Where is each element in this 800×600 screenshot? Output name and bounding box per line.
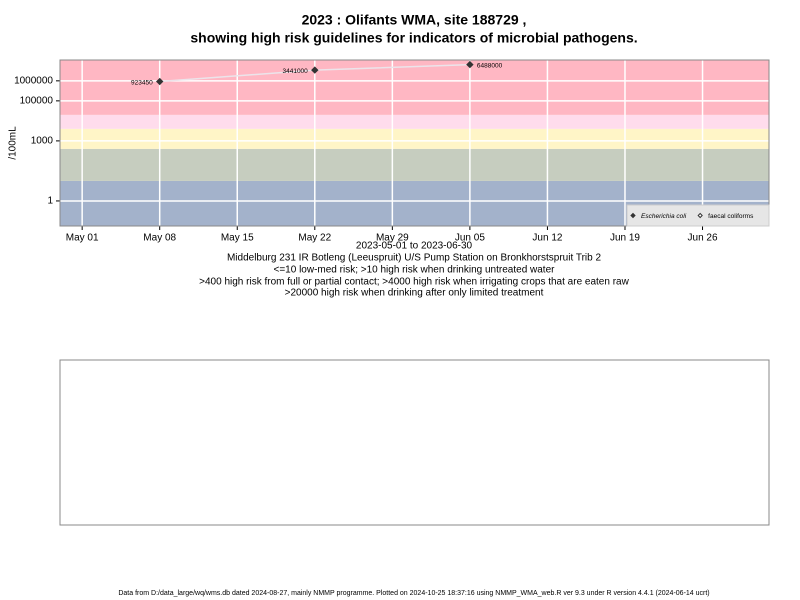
y-tick-label: 100000 <box>20 96 54 107</box>
x-tick-label: May 15 <box>221 233 254 244</box>
x-axis-label: 2023-05-01 to 2023-06-30 <box>356 241 473 252</box>
x-tick-label: May 08 <box>143 233 176 244</box>
y-tick-label: 1 <box>47 196 53 207</box>
risk-band <box>60 148 769 181</box>
x-tick-label: Jun 26 <box>688 233 718 244</box>
risk-band <box>60 60 769 115</box>
note: >400 high risk from full or partial cont… <box>199 277 629 288</box>
note: <=10 low-med risk; >10 high risk when dr… <box>274 265 556 276</box>
plot-frame <box>59 59 770 227</box>
risk-band <box>60 128 769 149</box>
data-label: 923450 <box>131 79 153 86</box>
legend-marker <box>630 212 636 219</box>
x-tick-label: Jun 05 <box>455 233 485 244</box>
legend-label: faecal coliforms <box>708 213 754 220</box>
chart-subtitle: showing high risk guidelines for indicat… <box>190 30 637 46</box>
note: Middelburg 231 IR Botleng (Leeuspruit) U… <box>227 253 602 264</box>
y-axis-label: /100mL <box>8 126 19 160</box>
y-tick-label: 1000 <box>31 136 54 147</box>
x-tick-label: Jun 19 <box>610 233 640 244</box>
footer: Data from D:/data_large/wq/wms.db dated … <box>118 590 709 597</box>
y-tick-label: 1000000 <box>14 75 53 86</box>
data-label: 6488000 <box>477 62 503 69</box>
empty-panel <box>59 359 770 526</box>
x-tick-label: May 29 <box>376 233 409 244</box>
data-point <box>155 77 164 86</box>
x-tick-label: Jun 12 <box>532 233 562 244</box>
risk-band <box>60 114 769 129</box>
legend-label: Escherichia coli <box>641 213 687 220</box>
data-point <box>466 60 474 69</box>
chart-title: 2023 : Olifants WMA, site 188729 , <box>302 12 527 28</box>
legend-marker <box>697 212 703 219</box>
x-tick-label: May 22 <box>298 233 331 244</box>
data-label: 3441000 <box>282 68 308 75</box>
data-point <box>311 66 319 74</box>
x-tick-label: May 01 <box>66 233 99 244</box>
note: >20000 high risk when drinking after onl… <box>285 288 544 299</box>
